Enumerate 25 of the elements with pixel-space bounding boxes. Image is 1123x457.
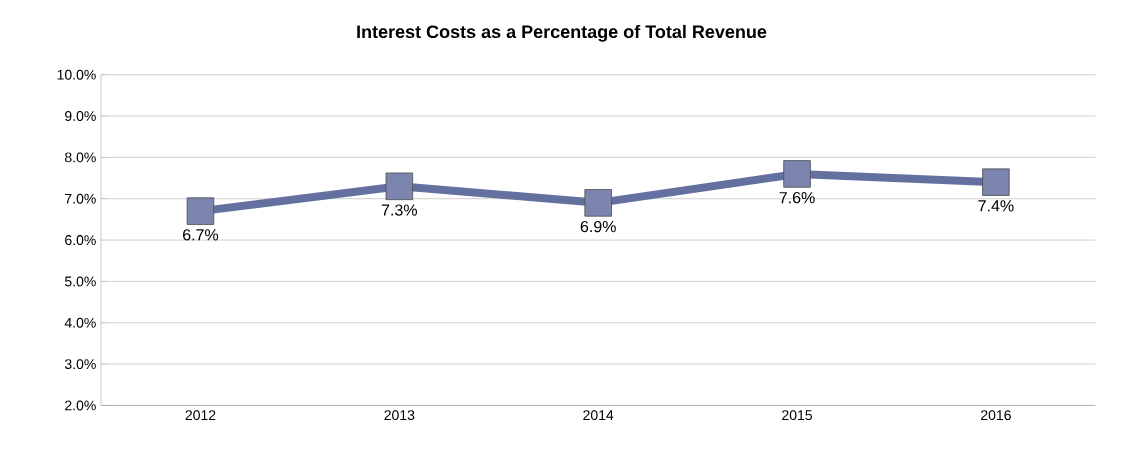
y-tick-label: 10.0% [57,69,96,80]
chart-title: Interest Costs as a Percentage of Total Revenue [357,24,767,42]
data-label: 7.4% [978,200,1014,212]
x-tick-label: 2015 [782,409,813,420]
x-tick-label: 2016 [981,409,1011,420]
y-tick-label: 2.0% [65,400,96,411]
x-tick-label: 2013 [384,409,415,420]
point [982,168,1010,196]
y-tick-label: 3.0% [64,358,96,369]
point [186,197,215,225]
point [783,159,811,188]
y-tick-label: 9.0% [65,110,96,121]
x-tick-label: 2012 [185,409,216,420]
x-tick-label: 2014 [583,409,614,420]
data-label: 7.3% [381,204,417,216]
y-tick-label: 8.0% [65,152,96,163]
y-tick-label: 6.0% [65,234,96,245]
y-tick-label: 7.0% [65,193,96,204]
data-label: 6.9% [580,220,616,232]
point [584,188,612,217]
y-tick-label: 4.0% [64,317,96,328]
point [385,172,414,200]
data-label: 6.7% [183,228,219,241]
data-label: 7.6% [779,191,815,204]
y-tick-label: 5.0% [64,276,96,287]
